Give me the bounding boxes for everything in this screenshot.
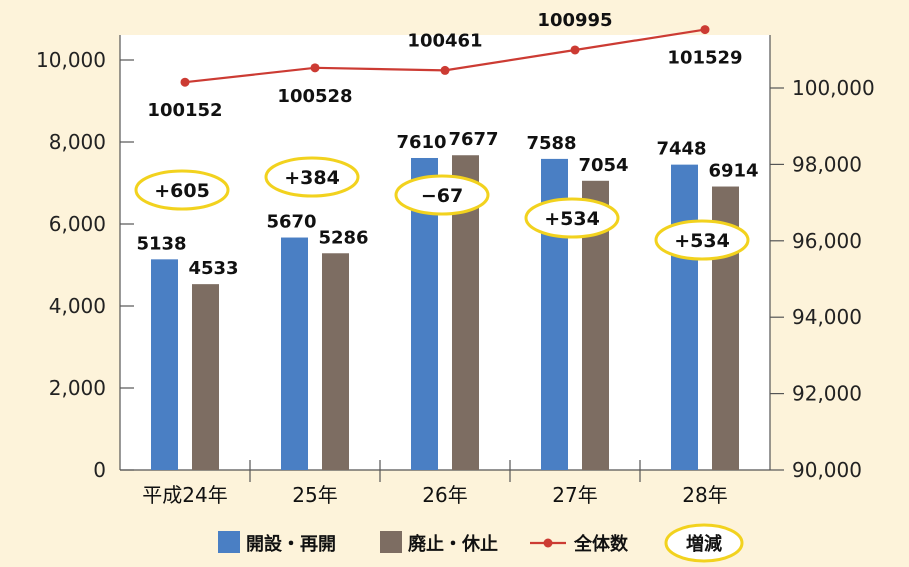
bar-opening-value: 5138 [136,233,186,254]
change-badge-label: +605 [154,180,210,202]
change-badge [394,174,490,216]
left-tick-label: 8,000 [49,130,106,154]
legend-swatch-opening [218,531,240,553]
change-badges: +605 +384 −67 +534 +534 [134,156,750,261]
left-tick-label: 10,000 [36,48,106,72]
bar-closing-value: 7054 [578,155,628,176]
bar-closing-value: 4533 [188,258,238,279]
right-tick-label: 100,000 [792,76,875,100]
left-tick-label: 6,000 [49,212,106,236]
left-tick-label: 0 [93,458,106,482]
change-badge [524,197,620,239]
total-line-value: 100995 [537,10,612,31]
total-line-point [310,63,320,73]
change-badge-label: +384 [284,167,340,189]
bar-opening [671,164,698,470]
bar-closing-value: 5286 [318,227,368,248]
left-tick-label: 2,000 [49,376,106,400]
category-label: 28年 [682,483,727,507]
right-tick-label: 92,000 [792,382,862,406]
change-badge [654,219,750,261]
bar-closing-value: 7677 [448,129,498,150]
bar-opening [281,237,308,470]
right-tick-label: 96,000 [792,229,862,253]
bar-closing [192,284,219,470]
bar-opening-value: 7610 [396,132,446,153]
right-tick-label: 94,000 [792,305,862,329]
right-axis: 90,000 92,000 94,000 96,000 98,000 100,000 [769,35,875,482]
left-axis: 0 2,000 4,000 6,000 8,000 10,000 [36,35,134,482]
total-line-point [440,65,450,75]
total-line-value: 100528 [277,86,352,107]
x-axis: 平成24年 25年 26年 27年 28年 [120,460,770,507]
change-badge-label: +534 [544,208,600,230]
legend: 開設・再開 廃止・休止 全体数 増減 [218,523,744,563]
legend-label-change: 増減 [686,533,722,555]
change-badge [264,156,360,198]
bar-opening [151,259,178,470]
left-tick-label: 4,000 [49,294,106,318]
category-label: 平成24年 [142,483,227,507]
legend-label-total: 全体数 [573,533,629,555]
change-badge [134,169,230,211]
legend-swatch-total-point [543,538,553,548]
bar-closing-value: 6914 [708,161,758,182]
total-line-value: 101529 [667,48,742,69]
change-badge-label: −67 [421,185,463,207]
legend-label-closing: 廃止・休止 [408,533,498,555]
legend-label-opening: 開設・再開 [246,533,336,555]
bar-opening-value: 5670 [266,212,316,233]
total-line-value: 100461 [407,30,482,51]
change-badge-label: +534 [674,230,730,252]
bar-opening-value: 7448 [656,139,706,160]
total-line-point [700,25,710,35]
total-line-value: 100152 [147,100,222,121]
legend-swatch-closing [380,531,402,553]
category-label: 25年 [292,483,337,507]
right-tick-label: 90,000 [792,458,862,482]
total-line: 100152 100528 100461 100995 101529 [147,10,742,121]
right-tick-label: 98,000 [792,152,862,176]
bar-closing [322,253,349,470]
category-label: 26年 [422,483,467,507]
bar-opening-value: 7588 [526,133,576,154]
plot-area [120,35,770,470]
total-line-point [570,45,580,55]
legend-swatch-change [664,523,744,563]
category-label: 27年 [552,483,597,507]
total-line-point [180,77,190,87]
